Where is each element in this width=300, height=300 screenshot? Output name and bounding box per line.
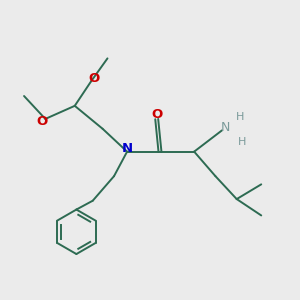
Text: N: N — [221, 121, 231, 134]
Text: H: H — [236, 112, 244, 122]
Text: O: O — [89, 72, 100, 85]
Text: O: O — [151, 107, 162, 121]
Text: H: H — [237, 137, 246, 147]
Text: N: N — [122, 142, 133, 155]
Text: O: O — [36, 115, 48, 128]
